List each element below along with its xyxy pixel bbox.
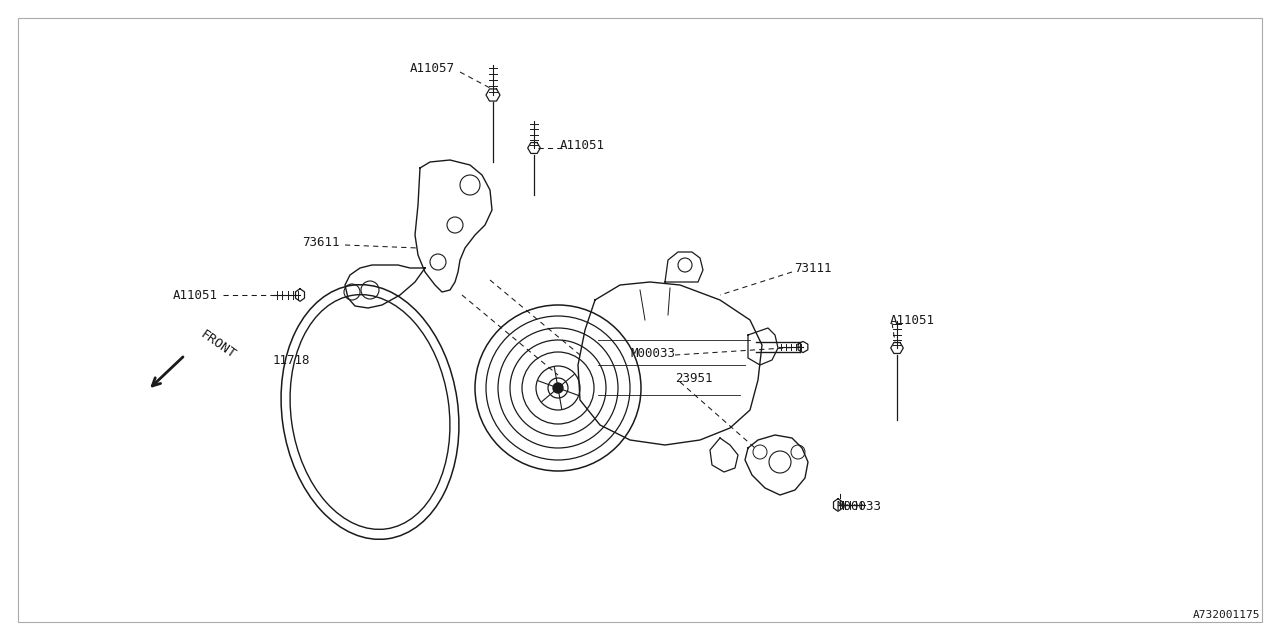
Text: A11051: A11051 <box>561 138 605 152</box>
Text: 23951: 23951 <box>675 371 713 385</box>
Text: A11051: A11051 <box>890 314 934 326</box>
Text: M00033: M00033 <box>630 346 675 360</box>
Text: A11051: A11051 <box>173 289 218 301</box>
Text: 11718: 11718 <box>273 353 310 367</box>
Circle shape <box>553 383 563 393</box>
Text: M00033: M00033 <box>836 499 881 513</box>
Text: A732001175: A732001175 <box>1193 610 1260 620</box>
Text: 73611: 73611 <box>302 236 340 248</box>
Text: A11057: A11057 <box>410 61 454 74</box>
Text: FRONT: FRONT <box>198 328 238 362</box>
Text: 73111: 73111 <box>794 262 832 275</box>
